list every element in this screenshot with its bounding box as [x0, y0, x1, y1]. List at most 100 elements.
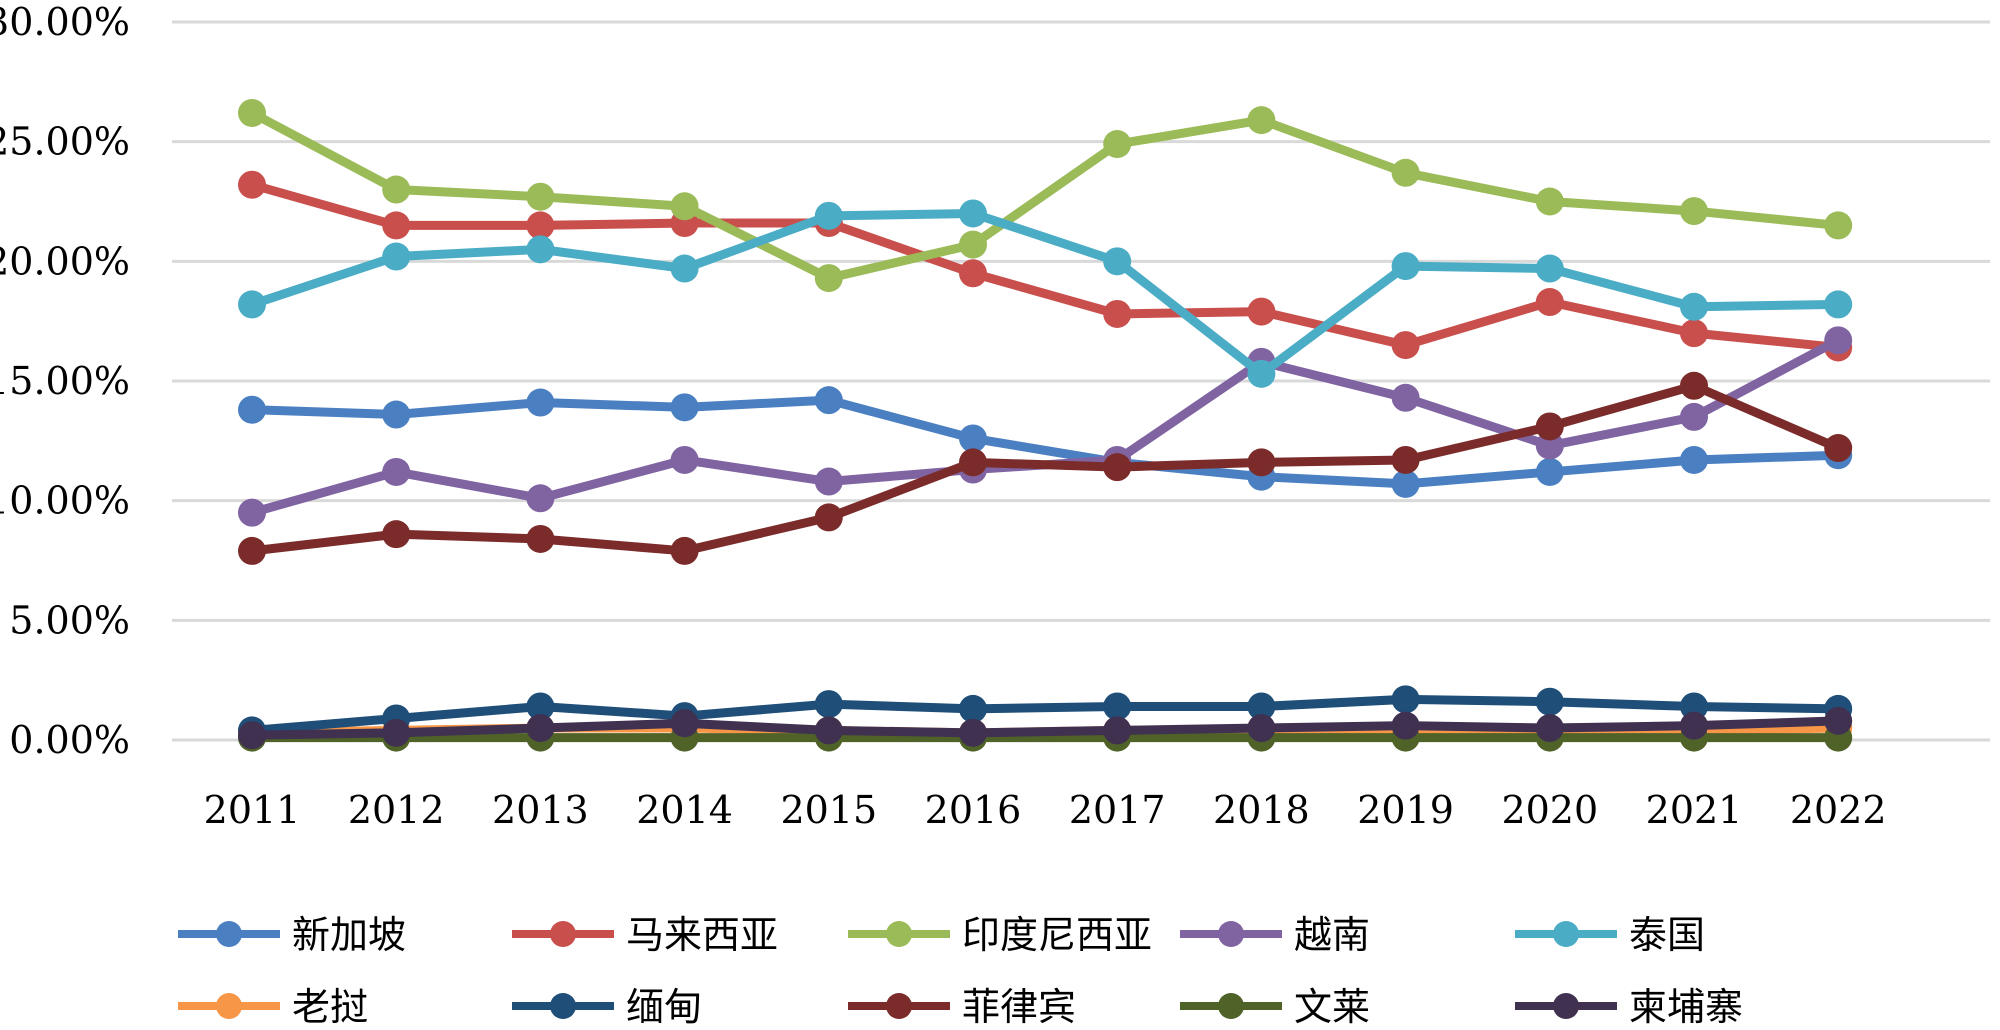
legend-label: 文莱 — [1294, 985, 1370, 1029]
data-point — [1535, 288, 1564, 317]
data-point — [1247, 448, 1276, 477]
x-tick-label: 2013 — [492, 788, 589, 832]
y-tick-label: 25.00% — [0, 120, 130, 164]
data-point — [382, 211, 411, 240]
data-point — [1247, 692, 1276, 721]
data-point — [1535, 431, 1564, 460]
data-point — [1247, 359, 1276, 388]
data-point — [1391, 445, 1420, 474]
data-point — [1680, 402, 1708, 431]
data-point — [238, 721, 266, 750]
legend-swatch-marker — [1553, 921, 1579, 947]
series-line — [247, 180, 1843, 352]
legend-label: 印度尼西亚 — [962, 913, 1152, 957]
data-point — [526, 714, 555, 743]
y-tick-label: 10.00% — [0, 479, 130, 523]
y-tick-label: 0.00% — [9, 718, 130, 762]
data-point — [1680, 711, 1708, 740]
series-line — [247, 208, 1843, 379]
legend-label: 越南 — [1294, 913, 1370, 957]
x-tick-label: 2015 — [780, 788, 877, 832]
x-tick-label: 2018 — [1213, 788, 1310, 832]
series-0 — [238, 386, 1853, 498]
legend-label: 泰国 — [1629, 913, 1705, 957]
x-tick-label: 2022 — [1790, 788, 1887, 832]
data-point — [959, 259, 987, 288]
data-point — [238, 98, 266, 127]
data-point — [1103, 716, 1132, 745]
legend-swatch-marker — [886, 921, 912, 947]
data-point — [382, 400, 411, 429]
y-tick-label: 15.00% — [0, 359, 130, 403]
data-point — [814, 690, 843, 719]
data-point — [1535, 457, 1564, 486]
data-point — [959, 230, 987, 259]
x-tick-label: 2016 — [925, 788, 1022, 832]
data-point — [959, 199, 987, 228]
y-tick-label: 5.00% — [9, 598, 130, 642]
data-point — [670, 192, 699, 221]
data-point — [959, 718, 987, 747]
legend-item: 印度尼西亚 — [848, 913, 1152, 957]
series-line — [247, 335, 1843, 518]
data-point — [1680, 319, 1708, 348]
data-point — [959, 694, 987, 723]
y-axis-tick-labels: 0.00% 5.00% 10.00% 15.00% 20.00% 25.00% 30.00% — [0, 0, 130, 762]
data-point — [238, 170, 266, 199]
data-point — [959, 424, 987, 453]
data-point — [1391, 383, 1420, 412]
data-point — [382, 718, 411, 747]
series-9 — [238, 706, 1853, 750]
data-point — [1391, 711, 1420, 740]
data-point — [1535, 412, 1564, 441]
data-point — [526, 524, 555, 553]
data-point — [238, 498, 266, 527]
data-point — [1103, 299, 1132, 328]
data-point — [526, 211, 555, 240]
data-point — [814, 386, 843, 415]
legend-item: 缅甸 — [512, 985, 702, 1029]
data-point — [1247, 297, 1276, 326]
data-point — [1391, 252, 1420, 281]
data-point — [1824, 290, 1853, 319]
legend-item: 泰国 — [1515, 913, 1705, 957]
legend-item: 菲律宾 — [848, 985, 1076, 1029]
data-point — [238, 395, 266, 424]
series-7 — [238, 371, 1853, 565]
legend-swatch-marker — [1553, 993, 1579, 1019]
data-point — [670, 536, 699, 565]
data-point — [1680, 197, 1708, 226]
data-point — [814, 716, 843, 745]
data-point — [814, 467, 843, 496]
x-tick-label: 2012 — [348, 788, 445, 832]
data-point — [238, 290, 266, 319]
x-tick-label: 2017 — [1069, 788, 1166, 832]
data-point — [1391, 158, 1420, 187]
legend-item: 老挝 — [178, 985, 368, 1029]
data-point — [814, 503, 843, 532]
data-point — [1824, 326, 1853, 355]
x-tick-label: 2014 — [636, 788, 733, 832]
data-point — [1535, 714, 1564, 743]
data-series — [238, 98, 1853, 752]
data-point — [1535, 687, 1564, 716]
data-point — [814, 264, 843, 293]
series-line — [247, 694, 1843, 735]
legend-item: 越南 — [1180, 913, 1370, 957]
data-point — [959, 448, 987, 477]
legend-label: 新加坡 — [292, 913, 406, 957]
data-point — [1824, 211, 1853, 240]
data-point — [1103, 692, 1132, 721]
series-line — [247, 395, 1843, 489]
series-line — [247, 381, 1843, 556]
data-point — [526, 692, 555, 721]
series-line — [247, 108, 1843, 283]
data-point — [1103, 247, 1132, 276]
data-point — [1535, 254, 1564, 283]
data-point — [1247, 714, 1276, 743]
series-1 — [238, 170, 1853, 362]
x-tick-label: 2021 — [1646, 788, 1743, 832]
data-point — [1680, 292, 1708, 321]
x-tick-label: 2020 — [1501, 788, 1598, 832]
